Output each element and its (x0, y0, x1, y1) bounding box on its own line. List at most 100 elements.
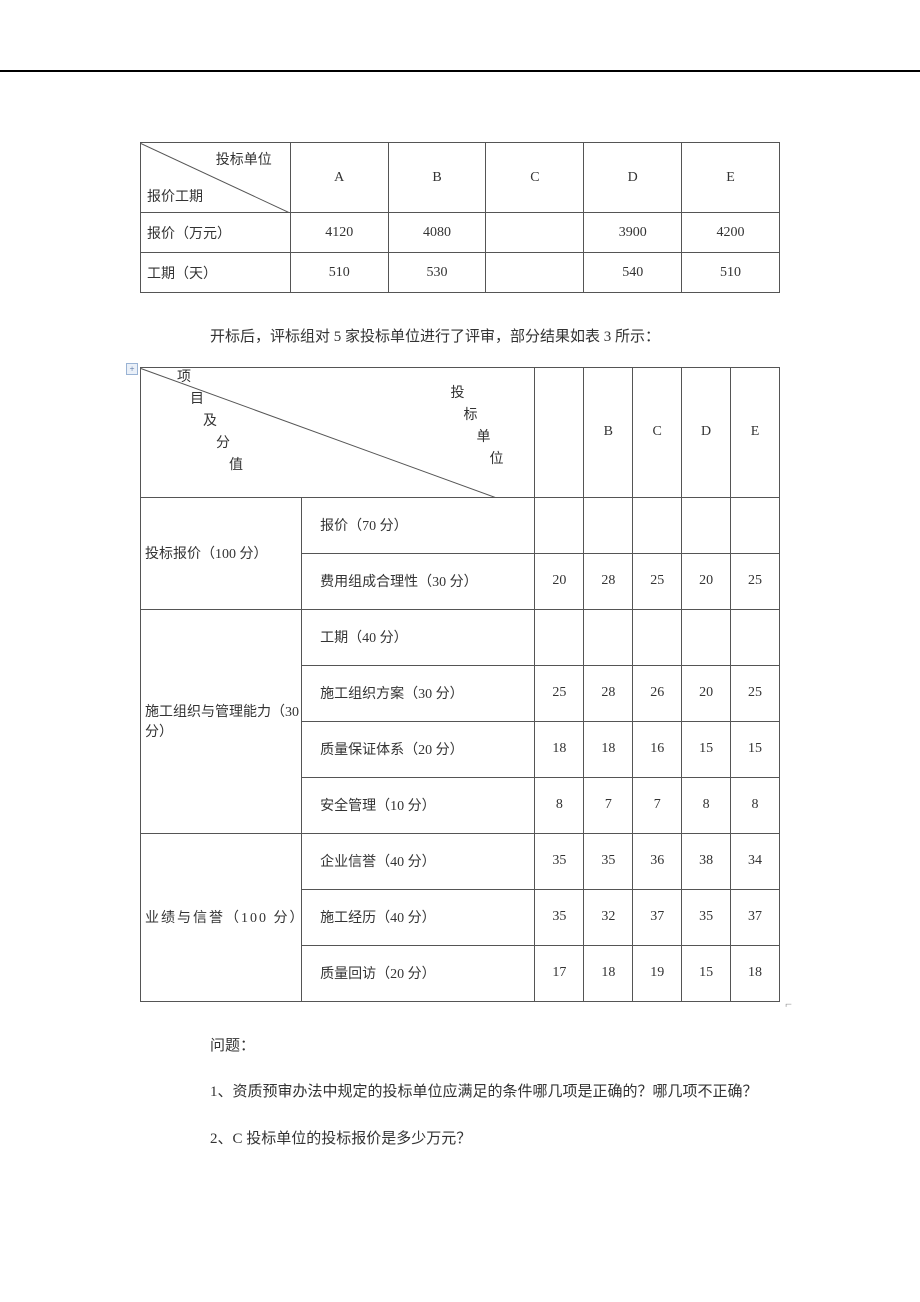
col-header: B (584, 367, 633, 497)
paragraph-intro: 开标后，评标组对 5 家投标单位进行了评审，部分结果如表 3 所示： (180, 323, 780, 352)
cell: 28 (584, 553, 633, 609)
table-corner-marker: ⌐ (785, 997, 792, 1012)
cell: 17 (535, 945, 584, 1001)
cell (584, 497, 633, 553)
cell: 20 (682, 665, 731, 721)
table-header-row: 投标单位 报价工期 A B C D E (141, 143, 780, 213)
diagonal-header-cell: 投 标 单 位 评 分 项 目 及 分 值 (141, 367, 535, 497)
table-row: 施工组织与管理能力（30 分） 工期（40 分） (141, 609, 780, 665)
evaluation-score-table: 投 标 单 位 评 分 项 目 及 分 值 B C D E 投标报价（100 分… (140, 367, 780, 1002)
bid-quote-table: 投标单位 报价工期 A B C D E 报价（万元） 4120 4080 390… (140, 142, 780, 293)
cell: 18 (535, 721, 584, 777)
cell: 18 (584, 721, 633, 777)
cell (535, 609, 584, 665)
cell: 26 (633, 665, 682, 721)
group-label: 业绩与信誉（100 分） (141, 833, 302, 1001)
cell: 38 (682, 833, 731, 889)
cell (584, 609, 633, 665)
cell: 28 (584, 665, 633, 721)
cell: 15 (682, 945, 731, 1001)
cell: 19 (633, 945, 682, 1001)
col-header: D (682, 367, 731, 497)
cell (633, 609, 682, 665)
cell: 37 (633, 889, 682, 945)
evaluation-table-wrap: + 投 标 单 位 评 分 项 目 及 分 值 B C D E (140, 367, 780, 1002)
diag-top-label: 投 标 单 位 (450, 383, 506, 471)
table-row: 报价（万元） 4120 4080 3900 4200 (141, 213, 780, 253)
document-page: 投标单位 报价工期 A B C D E 报价（万元） 4120 4080 390… (0, 70, 920, 1213)
table-header-row: 投 标 单 位 评 分 项 目 及 分 值 B C D E (141, 367, 780, 497)
question-1: 1、资质预审办法中规定的投标单位应满足的条件哪几项是正确的？哪几项不正确？ (180, 1078, 780, 1107)
cell: 35 (535, 833, 584, 889)
cell: 4080 (388, 213, 486, 253)
cell: 32 (584, 889, 633, 945)
col-header (535, 367, 584, 497)
sub-label: 企业信誉（40 分） (302, 833, 535, 889)
cell: 25 (535, 665, 584, 721)
cell: 25 (633, 553, 682, 609)
col-header: C (486, 143, 584, 213)
diag-bottom-label: 评 分 项 目 及 分 值 (151, 367, 246, 477)
cell: 35 (584, 833, 633, 889)
cell: 510 (290, 253, 388, 293)
cell: 4200 (682, 213, 780, 253)
cell: 36 (633, 833, 682, 889)
cell: 7 (633, 777, 682, 833)
cell: 15 (731, 721, 780, 777)
group-label: 施工组织与管理能力（30 分） (141, 609, 302, 833)
cell (731, 609, 780, 665)
table-row: 业绩与信誉（100 分） 企业信誉（40 分） 35 35 36 38 34 (141, 833, 780, 889)
anchor-symbol: + (127, 364, 137, 374)
cell: 3900 (584, 213, 682, 253)
cell: 4120 (290, 213, 388, 253)
sub-label: 施工组织方案（30 分） (302, 665, 535, 721)
col-header: B (388, 143, 486, 213)
row-label: 工期（天） (141, 253, 291, 293)
table-row: 投标报价（100 分） 报价（70 分） (141, 497, 780, 553)
table-row: 工期（天） 510 530 540 510 (141, 253, 780, 293)
table-anchor-icon: + (126, 363, 138, 375)
question-2: 2、C 投标单位的投标报价是多少万元？ (180, 1125, 780, 1154)
cell: 25 (731, 553, 780, 609)
cell: 18 (584, 945, 633, 1001)
sub-label: 质量回访（20 分） (302, 945, 535, 1001)
cell: 25 (731, 665, 780, 721)
cell: 35 (535, 889, 584, 945)
cell: 8 (535, 777, 584, 833)
sub-label: 施工经历（40 分） (302, 889, 535, 945)
cell: 15 (682, 721, 731, 777)
cell: 20 (682, 553, 731, 609)
cell (486, 213, 584, 253)
cell: 510 (682, 253, 780, 293)
row-label: 报价（万元） (141, 213, 291, 253)
cell: 7 (584, 777, 633, 833)
cell: 530 (388, 253, 486, 293)
cell: 20 (535, 553, 584, 609)
col-header: A (290, 143, 388, 213)
sub-label: 报价（70 分） (302, 497, 535, 553)
cell: 16 (633, 721, 682, 777)
cell: 37 (731, 889, 780, 945)
col-header: D (584, 143, 682, 213)
cell: 34 (731, 833, 780, 889)
col-header: E (731, 367, 780, 497)
cell: 8 (731, 777, 780, 833)
questions-title: 问题： (180, 1032, 780, 1061)
cell: 18 (731, 945, 780, 1001)
cell (682, 497, 731, 553)
col-header: E (682, 143, 780, 213)
cell (486, 253, 584, 293)
cell (535, 497, 584, 553)
col-header: C (633, 367, 682, 497)
sub-label: 质量保证体系（20 分） (302, 721, 535, 777)
sub-label: 安全管理（10 分） (302, 777, 535, 833)
cell (731, 497, 780, 553)
diag-bottom-label: 报价工期 (147, 186, 203, 206)
cell (682, 609, 731, 665)
cell (633, 497, 682, 553)
sub-label: 工期（40 分） (302, 609, 535, 665)
sub-label: 费用组成合理性（30 分） (302, 553, 535, 609)
cell: 8 (682, 777, 731, 833)
diag-top-label: 投标单位 (216, 149, 272, 169)
group-label: 投标报价（100 分） (141, 497, 302, 609)
